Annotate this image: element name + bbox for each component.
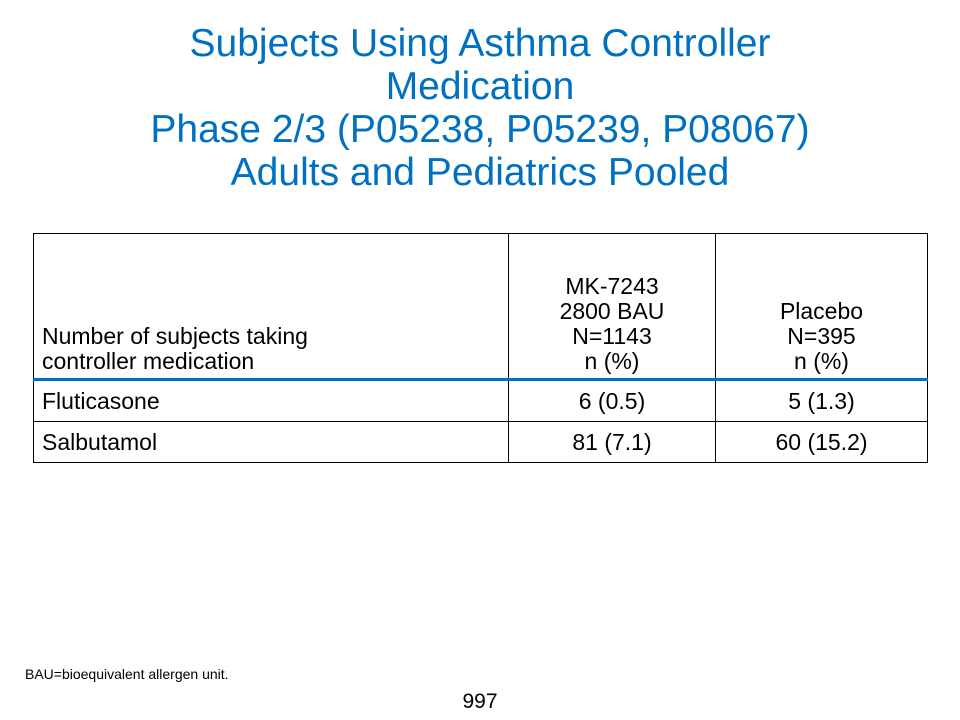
title-line-2: Medication (385, 65, 575, 108)
medication-table: Number of subjects taking controller med… (33, 233, 928, 463)
title-line-3: Phase 2/3 (P05238, P05239, P08067) (150, 108, 810, 151)
header-mk7243: MK-7243 2800 BAU N=1143 n (%) (508, 233, 716, 381)
page-number: 997 (462, 690, 498, 713)
row-placebo-value: 60 (15.2) (715, 421, 928, 463)
header-placebo-line: n (%) (794, 348, 849, 374)
table-header-row: Number of subjects taking controller med… (33, 233, 928, 381)
header-placebo-line: Placebo (779, 298, 864, 324)
header-mk7243-line: MK-7243 (565, 273, 659, 299)
header-subjects-line: Number of subjects taking (42, 323, 308, 349)
table-row: Salbutamol 81 (7.1) 60 (15.2) (33, 421, 928, 463)
title-line-4: Adults and Pediatrics Pooled (230, 151, 730, 194)
row-mk-value: 6 (0.5) (508, 379, 716, 422)
slide-title: Subjects Using Asthma Controller Medicat… (20, 22, 940, 194)
header-mk7243-line: 2800 BAU (559, 298, 665, 324)
header-mk7243-line: n (%) (584, 348, 640, 374)
header-placebo: Placebo N=395 n (%) (715, 233, 928, 381)
header-mk7243-line: N=1143 (572, 323, 652, 349)
header-placebo-line: N=395 (787, 323, 856, 349)
footnote: BAU=bioequivalent allergen unit. (25, 666, 229, 682)
header-subjects: Number of subjects taking controller med… (33, 233, 509, 381)
row-placebo-value: 5 (1.3) (715, 379, 928, 422)
table-row: Fluticasone 6 (0.5) 5 (1.3) (33, 379, 928, 422)
row-label: Salbutamol (33, 421, 509, 463)
row-mk-value: 81 (7.1) (508, 421, 716, 463)
title-line-1: Subjects Using Asthma Controller (189, 22, 771, 65)
header-subjects-line: controller medication (42, 348, 255, 374)
row-label: Fluticasone (33, 379, 509, 422)
